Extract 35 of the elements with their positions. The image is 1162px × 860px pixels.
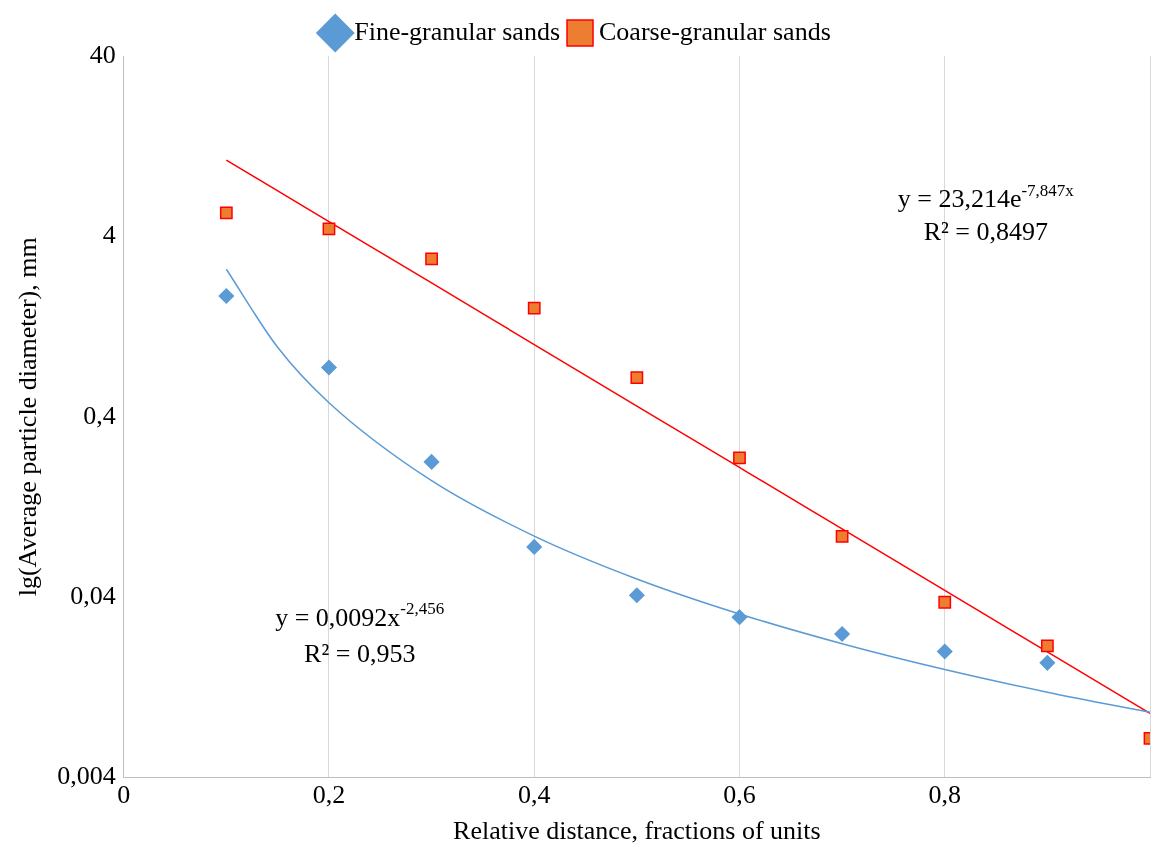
legend-label: Coarse-granular sands — [599, 16, 831, 46]
line-series — [225, 159, 1150, 715]
y-tick-label: 4 — [102, 220, 116, 250]
point — [731, 609, 748, 625]
x-tick-label: 0,6 — [723, 780, 756, 810]
line-series — [225, 268, 1150, 714]
point — [526, 539, 542, 555]
y-tick-label: 40 — [89, 39, 116, 69]
point — [629, 587, 645, 604]
x-tick-label: 0,2 — [312, 780, 346, 810]
annotation: R² = 0,8497 — [923, 216, 1048, 246]
point — [1039, 655, 1056, 671]
y-tick-label: 0,004 — [57, 761, 116, 791]
x-tick-label: 0,4 — [517, 780, 551, 810]
point — [835, 529, 849, 543]
point — [423, 454, 440, 470]
point — [218, 288, 235, 304]
x-tick-label: 0 — [117, 780, 131, 810]
x-tick-label: 0,8 — [928, 780, 961, 810]
point — [936, 643, 953, 660]
y-tick-label: 0,4 — [83, 400, 116, 430]
point — [630, 371, 644, 384]
x-axis-title: Relative distance, fractions of units — [453, 816, 821, 846]
point — [425, 252, 438, 266]
point — [1040, 639, 1054, 653]
legend-label: Fine-granular sands — [354, 16, 561, 46]
annotation: R² = 0,953 — [304, 638, 416, 668]
point — [527, 301, 541, 315]
y-tick-label: 0,04 — [70, 581, 116, 611]
point — [219, 206, 233, 220]
y-axis-title: lg(Average particle diameter), mm — [13, 237, 43, 597]
point — [321, 359, 337, 376]
point — [733, 451, 746, 465]
point — [938, 595, 952, 609]
point — [834, 626, 850, 642]
